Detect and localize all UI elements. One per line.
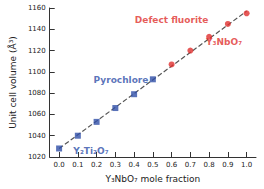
- svg-text:Y₂Ti₂O₇: Y₂Ti₂O₇: [72, 146, 108, 156]
- svg-text:0.0: 0.0: [54, 161, 65, 169]
- svg-text:0.5: 0.5: [147, 161, 158, 169]
- svg-text:Pyrochlore: Pyrochlore: [94, 75, 149, 85]
- svg-text:0.4: 0.4: [129, 161, 141, 169]
- svg-text:Y₃NbO₇: Y₃NbO₇: [205, 37, 242, 47]
- svg-text:1020: 1020: [28, 153, 46, 161]
- svg-text:1040: 1040: [28, 132, 46, 140]
- svg-text:0.6: 0.6: [166, 161, 178, 169]
- svg-text:0.9: 0.9: [222, 161, 233, 169]
- svg-text:0.1: 0.1: [72, 161, 83, 169]
- svg-text:0.2: 0.2: [91, 161, 102, 169]
- svg-text:0.8: 0.8: [204, 161, 215, 169]
- svg-text:1100: 1100: [28, 68, 46, 76]
- svg-text:0.7: 0.7: [185, 161, 196, 169]
- svg-text:1080: 1080: [28, 89, 46, 97]
- svg-text:1060: 1060: [28, 110, 46, 118]
- svg-text:1120: 1120: [28, 47, 46, 55]
- svg-text:Unit cell volume (Å³): Unit cell volume (Å³): [7, 36, 18, 129]
- svg-text:Defect fluorite: Defect fluorite: [135, 15, 209, 25]
- svg-text:Y₃NbO₇ mole fraction: Y₃NbO₇ mole fraction: [104, 174, 200, 184]
- svg-text:1160: 1160: [28, 4, 46, 12]
- svg-text:1140: 1140: [28, 25, 46, 33]
- svg-text:1.0: 1.0: [241, 161, 252, 169]
- svg-text:0.3: 0.3: [110, 161, 121, 169]
